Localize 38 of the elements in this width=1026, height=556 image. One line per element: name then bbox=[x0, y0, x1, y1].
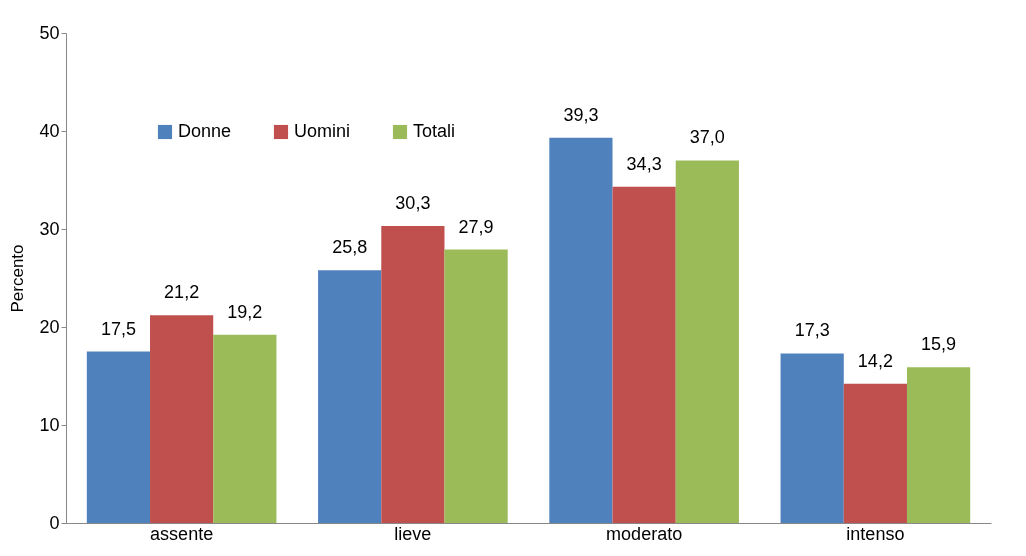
data-label: 34,3 bbox=[626, 153, 662, 174]
bar bbox=[906, 367, 971, 523]
y-tick-label: 20 bbox=[39, 316, 60, 337]
data-label: 30,3 bbox=[395, 193, 431, 214]
legend-label: Totali bbox=[413, 121, 456, 141]
legend-label: Donne bbox=[178, 121, 232, 141]
legend-label: Uomini bbox=[294, 121, 351, 141]
x-tick-label: lieve bbox=[394, 523, 432, 544]
bar bbox=[381, 226, 445, 523]
bar bbox=[150, 315, 214, 523]
y-tick-label: 0 bbox=[49, 512, 60, 533]
bar bbox=[444, 249, 508, 523]
bar bbox=[612, 186, 676, 523]
y-axis-title: Percento bbox=[8, 244, 28, 313]
x-tick-label: intenso bbox=[846, 523, 905, 544]
y-tick-label: 30 bbox=[39, 218, 60, 239]
data-label: 25,8 bbox=[332, 237, 368, 258]
bar bbox=[843, 383, 907, 523]
data-label: 37,0 bbox=[689, 127, 725, 148]
data-label: 19,2 bbox=[227, 301, 263, 322]
bar bbox=[318, 270, 382, 523]
bar bbox=[549, 137, 613, 523]
bar bbox=[213, 334, 277, 523]
data-label: 39,3 bbox=[563, 104, 599, 125]
data-label: 14,2 bbox=[857, 350, 893, 371]
y-tick-label: 10 bbox=[39, 414, 60, 435]
data-label: 27,9 bbox=[458, 216, 494, 237]
data-label: 17,3 bbox=[794, 320, 830, 341]
data-label: 21,2 bbox=[164, 282, 200, 303]
bar bbox=[675, 160, 739, 523]
x-tick-label: moderato bbox=[606, 523, 683, 544]
bar bbox=[780, 353, 844, 523]
y-tick-label: 50 bbox=[39, 22, 60, 43]
bar bbox=[86, 351, 151, 523]
y-tick-label: 40 bbox=[39, 120, 60, 141]
data-label: 17,5 bbox=[100, 318, 136, 339]
data-label: 15,9 bbox=[921, 334, 957, 355]
x-tick-label: assente bbox=[150, 523, 214, 544]
